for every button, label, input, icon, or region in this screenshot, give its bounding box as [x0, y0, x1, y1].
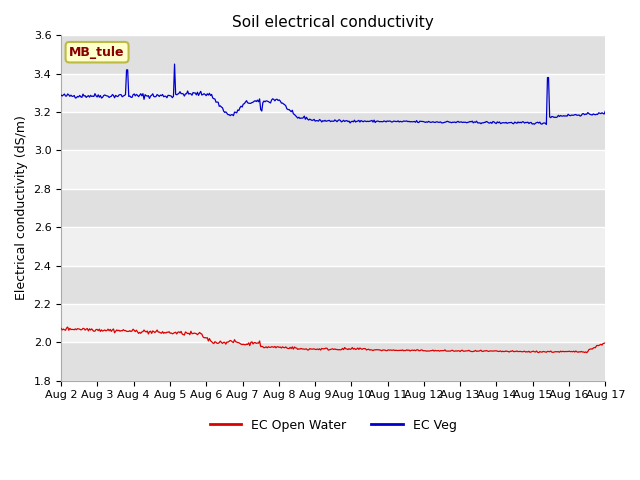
Y-axis label: Electrical conductivity (dS/m): Electrical conductivity (dS/m) — [15, 116, 28, 300]
Bar — [61, 342, 605, 381]
Bar — [61, 189, 605, 227]
Bar — [61, 265, 605, 304]
Bar — [61, 112, 605, 150]
Title: Soil electrical conductivity: Soil electrical conductivity — [232, 15, 434, 30]
Text: MB_tule: MB_tule — [69, 46, 125, 59]
Bar — [61, 36, 605, 74]
Bar — [61, 227, 605, 265]
Bar — [61, 74, 605, 112]
Bar — [61, 304, 605, 342]
Legend: EC Open Water, EC Veg: EC Open Water, EC Veg — [205, 414, 461, 437]
Bar — [61, 150, 605, 189]
